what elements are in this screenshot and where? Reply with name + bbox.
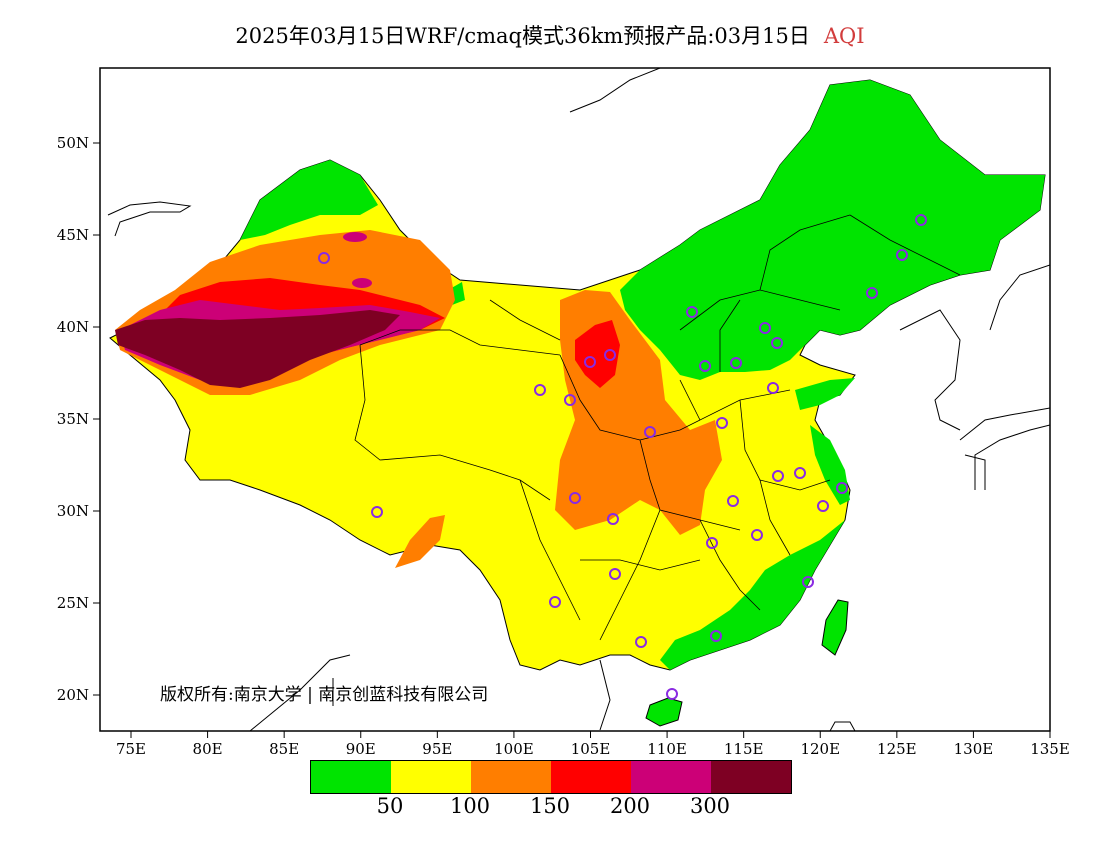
y-tick-label: 20N bbox=[57, 686, 89, 704]
y-tick-label: 45N bbox=[57, 226, 89, 244]
legend-swatch bbox=[311, 761, 391, 793]
station-marker bbox=[730, 357, 742, 369]
y-tick-label: 30N bbox=[57, 502, 89, 520]
station-markers bbox=[318, 214, 927, 700]
station-marker bbox=[759, 322, 771, 334]
legend-swatch bbox=[471, 761, 551, 793]
legend-label: 300 bbox=[689, 794, 731, 818]
legend-swatch bbox=[631, 761, 711, 793]
legend-swatch bbox=[711, 761, 791, 793]
x-tick-label: 85E bbox=[269, 740, 299, 758]
station-marker bbox=[549, 596, 561, 608]
legend-label: 50 bbox=[376, 794, 404, 818]
x-tick-label: 130E bbox=[954, 740, 994, 758]
x-tick-label: 110E bbox=[647, 740, 687, 758]
station-marker bbox=[569, 492, 581, 504]
x-tick-label: 75E bbox=[116, 740, 146, 758]
y-tick-label: 35N bbox=[57, 410, 89, 428]
y-axis: 50N 45N 40N 35N 30N 25N 20N bbox=[57, 134, 100, 704]
color-legend bbox=[310, 760, 792, 794]
x-tick-label: 95E bbox=[422, 740, 452, 758]
station-marker bbox=[699, 360, 711, 372]
x-tick-label: 120E bbox=[800, 740, 840, 758]
map-frame bbox=[99, 67, 1051, 732]
x-tick-label: 125E bbox=[877, 740, 917, 758]
region-good-taiwan bbox=[821, 599, 849, 656]
station-marker bbox=[716, 417, 728, 429]
x-tick-label: 100E bbox=[494, 740, 534, 758]
region-very-unhealthy-spot bbox=[352, 278, 372, 288]
region-good-northeast bbox=[620, 80, 1045, 380]
y-tick-label: 40N bbox=[57, 318, 89, 336]
region-hazardous bbox=[115, 310, 400, 388]
region-good-shandong bbox=[795, 378, 855, 410]
x-tick-label: 80E bbox=[193, 740, 223, 758]
station-marker bbox=[564, 394, 576, 406]
station-marker bbox=[609, 568, 621, 580]
station-marker bbox=[751, 529, 763, 541]
title-variable: AQI bbox=[823, 24, 865, 48]
region-usg-tibet bbox=[395, 515, 445, 568]
station-marker bbox=[794, 467, 806, 479]
station-marker bbox=[772, 470, 784, 482]
legend-swatch bbox=[391, 761, 471, 793]
station-marker bbox=[767, 382, 779, 394]
x-axis: 75E 80E 85E 90E 95E 100E 105E 110E 115E 120E 125E 1… bbox=[116, 731, 1070, 758]
station-marker bbox=[644, 426, 656, 438]
region-good-north-xinjiang bbox=[240, 160, 378, 240]
title-main: 2025年03月15日WRF/cmaq模式36km预报产品:03月15日 bbox=[235, 24, 810, 48]
station-marker bbox=[706, 537, 718, 549]
x-tick-label: 135E bbox=[1030, 740, 1070, 758]
map-title: 2025年03月15日WRF/cmaq模式36km预报产品:03月15日 AQI bbox=[0, 20, 1100, 50]
region-good-hainan bbox=[645, 697, 683, 727]
region-good-southeast bbox=[660, 520, 845, 670]
legend-swatch bbox=[551, 761, 631, 793]
x-tick-label: 105E bbox=[571, 740, 611, 758]
station-marker bbox=[866, 287, 878, 299]
station-marker bbox=[727, 495, 739, 507]
region-very-unhealthy-spot bbox=[343, 232, 367, 242]
map-content bbox=[107, 68, 1050, 731]
station-marker bbox=[710, 630, 722, 642]
coastlines bbox=[107, 68, 1050, 731]
station-marker bbox=[802, 576, 814, 588]
station-marker bbox=[666, 688, 678, 700]
station-marker bbox=[584, 356, 596, 368]
region-good-zhejiang bbox=[810, 425, 850, 505]
station-marker bbox=[817, 500, 829, 512]
legend-label: 150 bbox=[529, 794, 571, 818]
station-marker bbox=[686, 306, 698, 318]
station-marker bbox=[371, 506, 383, 518]
x-tick-label: 115E bbox=[724, 740, 764, 758]
station-marker bbox=[635, 636, 647, 648]
region-unhealthy-central bbox=[575, 320, 620, 388]
y-tick-label: 25N bbox=[57, 594, 89, 612]
station-marker bbox=[771, 337, 783, 349]
station-marker bbox=[607, 513, 619, 525]
legend-label: 200 bbox=[609, 794, 651, 818]
y-tick-label: 50N bbox=[57, 134, 89, 152]
copyright-text: 版权所有:南京大学 | 南京创蓝科技有限公司 bbox=[160, 685, 489, 705]
station-marker bbox=[318, 252, 330, 264]
station-marker bbox=[604, 349, 616, 361]
station-marker bbox=[915, 214, 927, 226]
legend-label: 100 bbox=[449, 794, 491, 818]
station-marker bbox=[896, 249, 908, 261]
station-marker bbox=[836, 482, 848, 494]
province-boundaries bbox=[354, 214, 961, 641]
legend-labels: 50 100 150 200 300 bbox=[0, 794, 1100, 818]
x-tick-label: 90E bbox=[346, 740, 376, 758]
station-marker bbox=[534, 384, 546, 396]
